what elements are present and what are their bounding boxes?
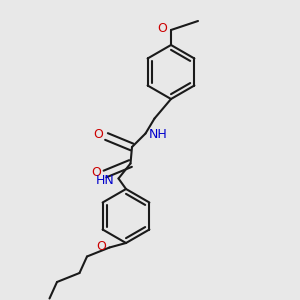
Text: O: O: [96, 239, 106, 253]
Text: O: O: [93, 128, 103, 142]
Text: O: O: [158, 22, 167, 35]
Text: HN: HN: [96, 173, 115, 187]
Text: O: O: [92, 166, 101, 179]
Text: NH: NH: [149, 128, 168, 142]
